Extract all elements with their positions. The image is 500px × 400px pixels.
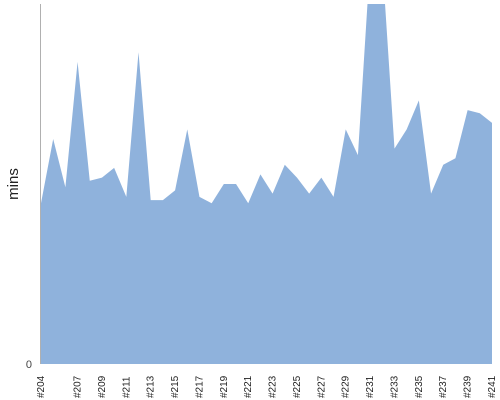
area-series (41, 4, 492, 364)
x-tick-label: #241 (487, 375, 498, 398)
x-tick-label: #231 (365, 375, 376, 398)
area-layer (41, 4, 492, 364)
x-tick-label: #237 (438, 375, 449, 398)
x-tick-label: #225 (292, 375, 303, 398)
x-tick-label: #233 (389, 375, 400, 398)
x-tick-label: #207 (73, 375, 84, 398)
x-tick-label: #227 (316, 375, 327, 398)
y-tick-label-0: 0 (26, 359, 32, 371)
x-tick-label: #239 (463, 375, 474, 398)
x-tick-label: #221 (243, 375, 254, 398)
x-tick-label: #211 (121, 376, 132, 398)
x-axis-ticks: #204 #207 #209 #211 #213 #215 #217 #219 #221 #223… (36, 375, 498, 398)
x-tick-label: #229 (341, 375, 352, 398)
x-tick-label: #204 (36, 375, 47, 398)
x-tick-label: #215 (170, 375, 181, 398)
x-tick-label: #209 (97, 375, 108, 398)
y-axis-title: mins (5, 168, 22, 200)
x-tick-label: #213 (146, 375, 157, 398)
x-tick-label: #217 (194, 375, 205, 398)
x-tick-label: #223 (268, 375, 279, 398)
x-tick-label: #235 (414, 375, 425, 398)
x-tick-label: #219 (219, 375, 230, 398)
